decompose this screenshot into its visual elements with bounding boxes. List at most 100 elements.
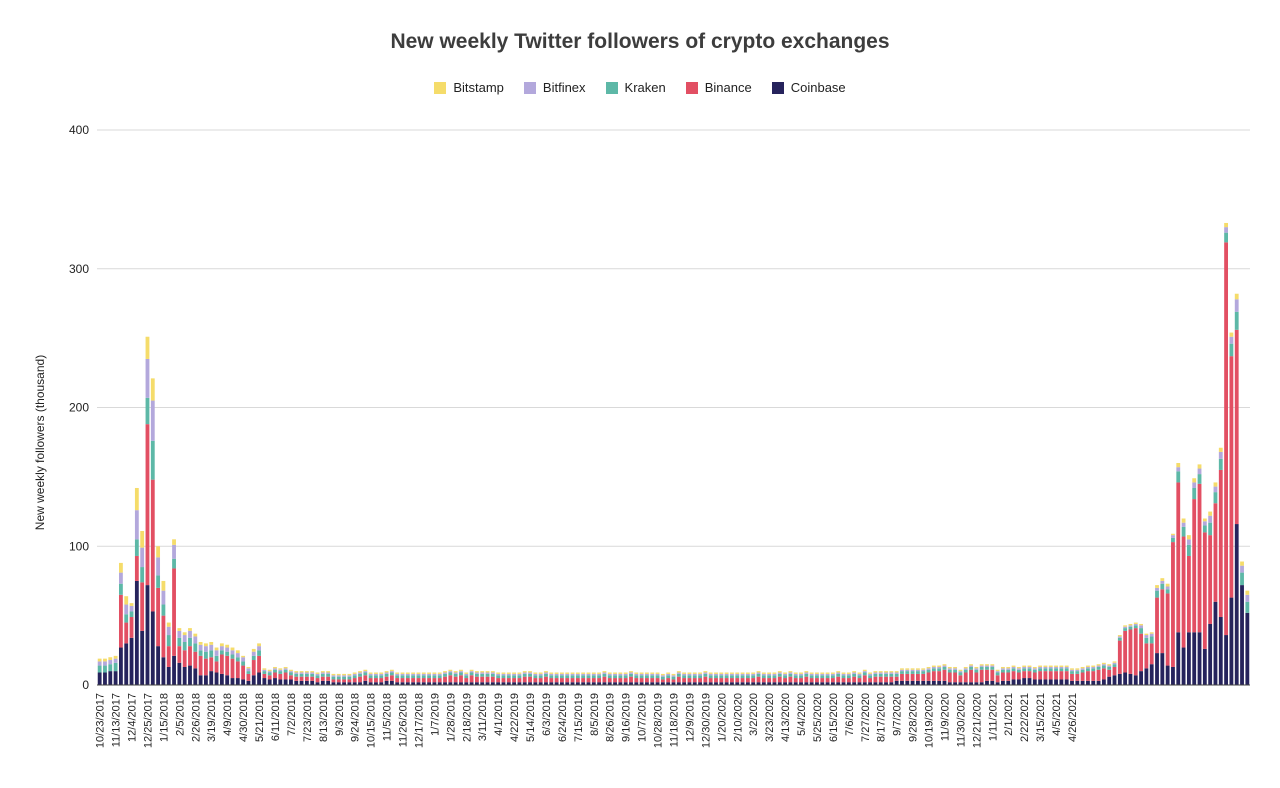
bar-segment-kraken <box>1001 669 1005 673</box>
bar-segment-binance <box>1176 482 1181 633</box>
bar-segment-bitfinex <box>815 673 819 676</box>
bar-segment-bitfinex <box>916 669 920 672</box>
bar-segment-bitfinex <box>671 675 676 677</box>
bar-segment-bitfinex <box>437 673 442 676</box>
bar-segment-bitfinex <box>894 672 899 674</box>
x-tick-label: 1/11/2021 <box>987 693 999 741</box>
bar-segment-kraken <box>299 673 304 677</box>
bar-segment-bitfinex <box>1128 625 1133 627</box>
bar-segment-bitfinex <box>1234 299 1239 312</box>
bar-segment-coinbase <box>161 657 166 685</box>
bar-segment-bitfinex <box>1096 665 1101 667</box>
bar-segment-bitfinex <box>1086 666 1090 669</box>
bar-segment-coinbase <box>1240 585 1244 685</box>
bar-segment-kraken <box>857 675 862 679</box>
bar-segment-kraken <box>219 650 224 655</box>
x-tick-label: 4/30/2018 <box>238 693 250 742</box>
bar-segment-binance <box>528 676 532 683</box>
bar-segment-binance <box>1234 329 1239 525</box>
bar-segment-kraken <box>129 611 134 618</box>
bar-segment-bitfinex <box>257 646 261 651</box>
bar-segment-bitfinex <box>868 673 873 676</box>
bar-segment-bitstamp <box>140 530 145 548</box>
bar-segment-kraken <box>1027 668 1032 672</box>
bar-segment-coinbase <box>926 680 931 685</box>
bar-segment-coinbase <box>1202 648 1207 685</box>
bar-segment-coinbase <box>1229 597 1234 685</box>
bar-segment-bitfinex <box>453 672 458 674</box>
bar-segment-bitfinex <box>331 675 336 677</box>
bar-segment-bitstamp <box>427 672 431 674</box>
bar-segment-binance <box>581 678 586 683</box>
bar-segment-bitfinex <box>474 672 479 674</box>
bar-segment-bitstamp <box>554 672 559 674</box>
bar-segment-binance <box>347 679 352 683</box>
bar-segment-bitstamp <box>177 628 182 631</box>
bar-segment-coinbase <box>873 682 878 685</box>
bar-segment-binance <box>1070 673 1074 681</box>
bar-segment-bitfinex <box>448 671 453 673</box>
bar-segment-bitstamp <box>352 672 357 674</box>
x-tick-label: 9/24/2018 <box>350 693 362 742</box>
x-tick-label: 4/5/2021 <box>1051 693 1063 736</box>
bar-segment-kraken <box>634 675 639 679</box>
bar-segment-kraken <box>942 666 947 670</box>
bar-segment-binance <box>506 678 511 683</box>
bar-segment-binance <box>735 678 740 683</box>
bar-segment-coinbase <box>512 682 517 685</box>
bar-segment-coinbase <box>113 671 118 685</box>
bar-segment-bitfinex <box>443 672 447 674</box>
legend-item-binance[interactable]: Binance <box>685 80 752 95</box>
bar-segment-bitfinex <box>799 673 803 676</box>
bar-segment-binance <box>963 672 968 683</box>
bar-segment-coinbase <box>698 682 702 685</box>
bar-segment-bitfinex <box>708 673 713 676</box>
bar-segment-coinbase <box>692 682 697 685</box>
bar-segment-bitstamp <box>682 672 687 674</box>
bar-segment-coinbase <box>963 682 968 685</box>
bar-segment-coinbase <box>374 682 378 685</box>
x-tick-label: 12/4/2017 <box>127 693 139 742</box>
y-tick-label: 0 <box>82 678 89 692</box>
axes: 0 100 200 300 400 New weekly followers (thous… <box>33 123 1250 748</box>
legend-item-kraken[interactable]: Kraken <box>605 80 666 95</box>
bar-segment-coinbase <box>597 682 602 685</box>
bar-segment-bitfinex <box>878 672 883 674</box>
legend-item-bitstamp[interactable]: Bitstamp <box>434 80 504 95</box>
bar-segment-coinbase <box>815 682 819 685</box>
bar-segment-kraken <box>719 675 724 679</box>
bar-segment-bitfinex <box>363 671 368 673</box>
bar-segment-bitstamp <box>916 668 920 670</box>
x-tick-label: 3/2/2020 <box>748 693 760 736</box>
bar-segment-bitfinex <box>660 675 665 677</box>
bar-segment-bitstamp <box>751 672 756 674</box>
bar-segment-coinbase <box>1155 653 1159 685</box>
bar-segment-bitfinex <box>719 673 724 676</box>
bar-segment-kraken <box>926 669 931 673</box>
bar-segment-kraken <box>570 675 575 679</box>
bar-segment-bitfinex <box>1001 668 1005 670</box>
x-tick-label: 3/11/2019 <box>477 693 489 741</box>
bar-segment-bitstamp <box>857 672 862 674</box>
x-tick-label: 4/22/2019 <box>509 693 521 742</box>
bar-segment-bitstamp <box>278 668 283 670</box>
legend-item-coinbase[interactable]: Coinbase <box>771 80 846 95</box>
bar-segment-bitfinex <box>512 673 517 676</box>
bar-segment-bitstamp <box>124 596 129 605</box>
bar-segment-coinbase <box>326 680 331 685</box>
bar-segment-binance <box>841 678 846 683</box>
bar-segment-bitstamp <box>671 673 676 676</box>
bar-segment-coinbase <box>156 646 161 685</box>
bar-segment-bitstamp <box>634 672 639 674</box>
bar-segment-bitstamp <box>852 671 857 673</box>
bar-segment-binance <box>926 672 931 681</box>
bar-segment-kraken <box>974 669 979 673</box>
bar-segment-coinbase <box>549 682 554 685</box>
bar-segment-bitstamp <box>347 673 352 676</box>
legend-item-bitfinex[interactable]: Bitfinex <box>523 80 586 95</box>
bar-segment-bitfinex <box>166 626 171 636</box>
bar-segment-kraken <box>698 675 702 679</box>
bar-segment-bitstamp <box>985 664 989 666</box>
bar-segment-binance <box>1001 672 1005 681</box>
bar-segment-binance <box>575 678 580 683</box>
